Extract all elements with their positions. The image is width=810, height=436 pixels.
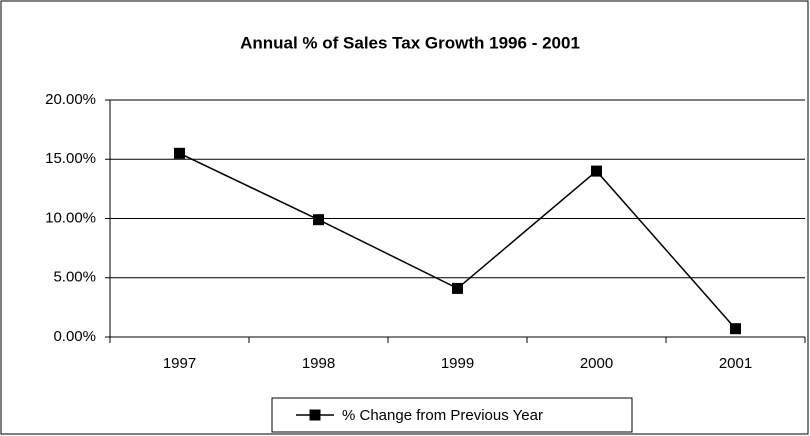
legend-box — [271, 397, 633, 433]
x-tick-label: 1999 — [441, 355, 474, 372]
chart-title: Annual % of Sales Tax Growth 1996 - 2001 — [240, 33, 580, 52]
y-tick-label: 15.00% — [45, 150, 96, 167]
marker — [591, 165, 602, 177]
series-line — [179, 152, 737, 330]
x-tick-label: 1997 — [163, 355, 196, 372]
marker — [452, 282, 463, 294]
marker — [174, 147, 185, 159]
y-tick-label: 5.00% — [53, 269, 96, 286]
legend-label: % Change from Previous Year — [342, 407, 543, 424]
x-tick-label: 2000 — [580, 355, 613, 372]
marker — [730, 323, 741, 335]
y-tick-label: 10.00% — [45, 209, 96, 226]
y-tick-label: 0.00% — [53, 328, 96, 345]
marker — [313, 214, 324, 226]
x-tick-label: 2001 — [719, 355, 752, 372]
x-tick-label: 1998 — [302, 355, 335, 372]
legend-marker — [309, 409, 321, 421]
y-tick-label: 20.00% — [45, 91, 96, 108]
